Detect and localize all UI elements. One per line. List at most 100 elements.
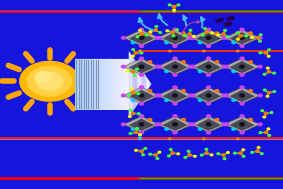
Circle shape [266,95,269,97]
Circle shape [205,149,208,150]
Polygon shape [90,59,91,110]
Polygon shape [133,58,134,111]
Circle shape [240,57,244,60]
Circle shape [165,99,168,101]
Polygon shape [129,32,154,44]
Circle shape [217,153,220,155]
Circle shape [140,45,143,47]
Circle shape [257,147,260,148]
Circle shape [191,36,195,39]
Polygon shape [76,59,78,110]
Polygon shape [97,59,98,110]
Circle shape [140,102,143,105]
Circle shape [215,119,219,121]
Circle shape [226,36,229,38]
Circle shape [191,94,195,97]
Circle shape [211,32,213,34]
Circle shape [158,123,162,126]
Circle shape [206,65,211,68]
Circle shape [240,102,244,105]
Circle shape [245,35,247,37]
Circle shape [227,17,231,20]
Circle shape [129,133,132,134]
Circle shape [187,150,190,152]
Polygon shape [196,90,221,102]
Polygon shape [123,29,160,46]
Circle shape [165,41,168,44]
Circle shape [200,154,203,156]
Circle shape [223,158,226,160]
Circle shape [203,138,205,140]
Circle shape [259,132,262,133]
Circle shape [142,154,144,156]
Polygon shape [123,116,160,132]
Polygon shape [75,59,76,110]
Polygon shape [95,59,97,110]
Circle shape [216,19,220,22]
Circle shape [159,32,161,33]
Polygon shape [137,63,138,106]
Circle shape [188,65,192,68]
Circle shape [232,70,235,73]
Circle shape [259,52,262,54]
Polygon shape [224,87,260,104]
Circle shape [267,128,270,130]
Circle shape [177,4,180,6]
Polygon shape [122,59,123,110]
Circle shape [182,119,185,121]
Circle shape [128,94,130,96]
Circle shape [158,94,162,97]
Polygon shape [115,59,117,110]
Circle shape [207,115,211,117]
Polygon shape [146,76,147,92]
Circle shape [263,89,266,91]
Circle shape [240,36,244,39]
Polygon shape [123,87,160,104]
Circle shape [206,36,211,39]
Polygon shape [88,59,90,110]
Polygon shape [157,116,193,132]
Circle shape [268,135,271,136]
Circle shape [210,154,213,156]
Circle shape [140,131,143,134]
Circle shape [240,28,244,31]
Circle shape [261,153,263,155]
Polygon shape [123,58,160,75]
Circle shape [240,123,244,126]
Circle shape [136,36,139,38]
Circle shape [137,93,140,94]
Circle shape [228,22,231,25]
Polygon shape [141,69,142,99]
Circle shape [242,156,245,157]
Polygon shape [94,59,95,110]
Circle shape [154,154,157,156]
Circle shape [207,102,211,105]
Circle shape [176,29,178,31]
Circle shape [148,32,152,34]
Circle shape [260,34,262,36]
Circle shape [267,71,271,73]
Circle shape [273,72,275,74]
Polygon shape [84,59,86,110]
Circle shape [182,32,185,34]
Circle shape [188,123,192,126]
Circle shape [222,65,226,68]
Circle shape [215,32,219,34]
Polygon shape [87,59,88,110]
Circle shape [270,112,273,113]
Circle shape [222,94,226,97]
Circle shape [165,128,168,130]
Circle shape [237,50,239,52]
Polygon shape [91,59,93,110]
Circle shape [169,50,171,52]
Circle shape [201,34,204,36]
Circle shape [173,10,175,12]
Circle shape [165,70,168,73]
Polygon shape [123,59,125,110]
Polygon shape [149,81,150,87]
Polygon shape [147,77,148,91]
Circle shape [198,70,202,73]
Circle shape [259,40,261,42]
Polygon shape [224,116,260,132]
Circle shape [225,94,229,97]
